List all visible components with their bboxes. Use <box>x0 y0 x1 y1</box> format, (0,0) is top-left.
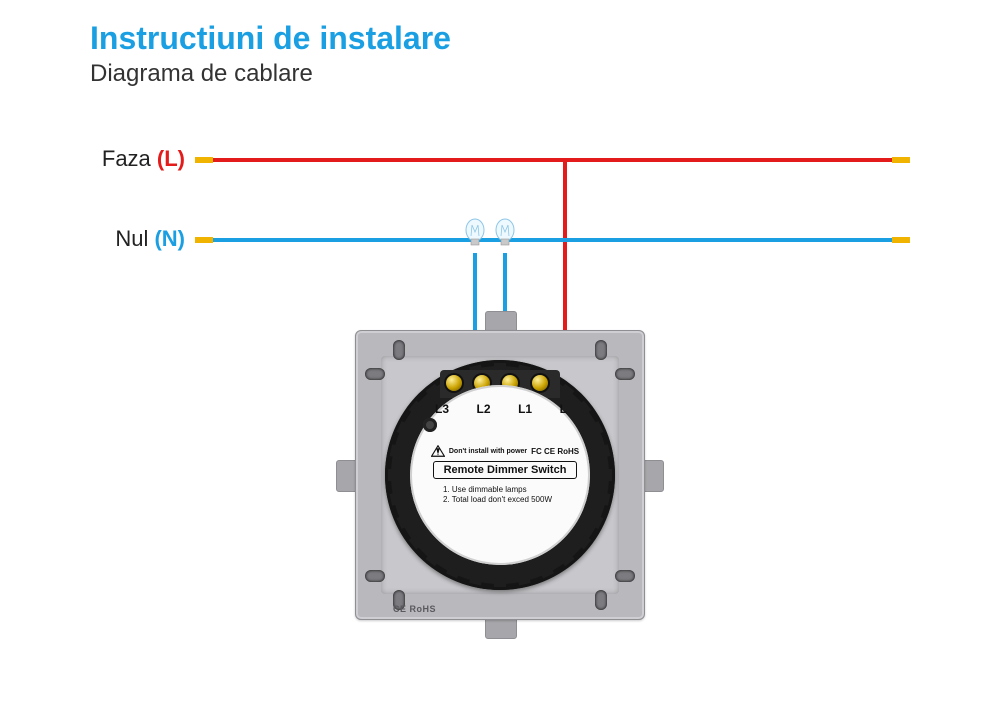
mount-tab-right <box>644 460 664 492</box>
screw-slot <box>615 570 635 582</box>
wiring-diagram-page: Instructiuni de instalare Diagrama de ca… <box>0 0 1000 727</box>
warning-row: Don't install with power FC CE RoHS <box>425 445 585 457</box>
product-name-label: Remote Dimmer Switch <box>433 461 578 479</box>
device-label-region: Don't install with power FC CE RoHS Remo… <box>425 445 585 506</box>
mount-tab-bottom <box>485 619 517 639</box>
cert-marks: FC CE RoHS <box>531 447 579 456</box>
terminal-label: L <box>560 402 567 416</box>
terminal-labels: L3 L2 L1 L <box>435 402 567 416</box>
terminal-label: L3 <box>435 402 449 416</box>
screw-slot <box>595 590 607 610</box>
dimmer-switch-device: L3 L2 L1 L Don't install with power FC C… <box>355 330 645 620</box>
screw-icon <box>423 418 437 432</box>
mount-tab-top <box>485 311 517 331</box>
screw-slot <box>365 368 385 380</box>
warning-text: Don't install with power <box>449 448 527 455</box>
screw-slot <box>595 340 607 360</box>
device-note-line: 2. Total load don't exced 500W <box>443 495 585 505</box>
terminal-label: L2 <box>477 402 491 416</box>
screw-slot <box>615 368 635 380</box>
terminal-L3 <box>446 375 462 391</box>
device-note-line: 1. Use dimmable lamps <box>443 485 585 495</box>
terminal-L <box>532 375 548 391</box>
terminal-label: L1 <box>518 402 532 416</box>
screw-slot <box>365 570 385 582</box>
plate-footer-marks: CE RoHS <box>393 604 436 614</box>
screw-slot <box>393 340 405 360</box>
warning-triangle-icon <box>431 445 445 457</box>
device-notes: 1. Use dimmable lamps 2. Total load don'… <box>425 485 585 506</box>
mount-tab-left <box>336 460 356 492</box>
